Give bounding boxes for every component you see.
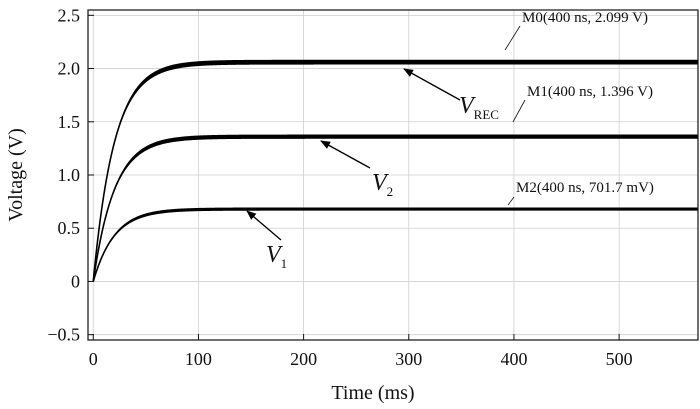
marker-leader-m1 bbox=[512, 99, 526, 123]
x-tick-label: 0 bbox=[89, 349, 98, 369]
series-line-V_2 bbox=[92, 135, 698, 282]
arrow-v2 bbox=[320, 140, 371, 169]
marker-leader-m0 bbox=[504, 25, 521, 51]
y-tick-label: 0.5 bbox=[58, 218, 81, 238]
y-tick-label: 1.5 bbox=[58, 112, 81, 132]
y-tick-label: 2.0 bbox=[58, 59, 81, 79]
y-tick-label: 2.5 bbox=[58, 5, 81, 25]
series-line-V_1 bbox=[92, 208, 698, 282]
y-tick-label: 0 bbox=[71, 271, 80, 291]
x-axis-title: Time (ms) bbox=[331, 382, 414, 404]
series-layer bbox=[92, 59, 698, 282]
marker-label-m0: M0(400 ns, 2.099 V) bbox=[522, 10, 648, 26]
series-line-V_REC bbox=[92, 61, 698, 282]
y-tick-label: 1.0 bbox=[58, 165, 81, 185]
label-v2: V2 bbox=[372, 170, 393, 199]
label-v-rec: VREC bbox=[459, 93, 499, 122]
marker-label-m2: M2(400 ns, 701.7 mV) bbox=[516, 180, 654, 196]
x-tick-label: 100 bbox=[185, 349, 212, 369]
axis-ticks: 0 100 200 300 400 500 −0.5 0 0.5 1.0 1.5 2.0 2.5 bbox=[47, 5, 632, 369]
label-v1: V1 bbox=[266, 242, 287, 271]
x-tick-label: 200 bbox=[290, 349, 317, 369]
grid-lines bbox=[88, 10, 698, 340]
annotations: M0(400 ns, 2.099 V) M1(400 ns, 1.396 V) … bbox=[246, 10, 654, 271]
x-tick-label: 500 bbox=[606, 349, 633, 369]
arrow-v-rec bbox=[403, 68, 461, 101]
marker-label-m1: M1(400 ns, 1.396 V) bbox=[527, 84, 653, 100]
y-axis-title: Voltage (V) bbox=[5, 128, 27, 222]
marker-leader-m2 bbox=[507, 196, 515, 206]
x-tick-label: 400 bbox=[500, 349, 527, 369]
arrow-v1 bbox=[246, 210, 282, 241]
y-tick-label: −0.5 bbox=[47, 325, 80, 345]
x-tick-label: 300 bbox=[395, 349, 422, 369]
